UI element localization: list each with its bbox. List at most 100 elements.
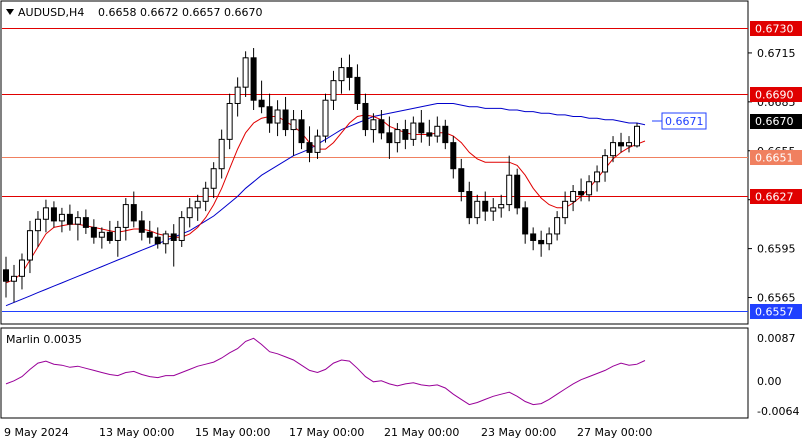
indicator-axis-bottom: -0.0064	[757, 405, 799, 418]
candle-body	[66, 213, 73, 225]
candle	[442, 119, 449, 150]
candle-body	[450, 142, 457, 170]
candle-body	[482, 200, 489, 212]
date-label: 27 May 00:00	[577, 426, 652, 439]
candle-body	[514, 174, 521, 209]
date-axis[interactable]: 9 May 2024 13 May 00:00 15 May 00:00 17 …	[4, 426, 652, 439]
candle	[186, 198, 193, 228]
candle-body	[162, 233, 169, 245]
candle	[3, 256, 9, 298]
candle	[498, 194, 505, 218]
candle-body	[370, 119, 377, 131]
candle	[106, 220, 113, 244]
candle-body	[258, 99, 265, 108]
candle-body	[218, 138, 225, 170]
candle	[226, 93, 233, 150]
candle-body	[74, 217, 81, 225]
candle	[410, 116, 417, 146]
candle-body	[170, 233, 177, 241]
candle-body	[154, 236, 161, 245]
candle	[562, 191, 569, 225]
candle-body	[610, 142, 617, 157]
date-label: 17 May 00:00	[289, 426, 364, 439]
collapse-triangle-icon[interactable]	[6, 9, 14, 15]
candle	[298, 110, 305, 150]
horizontal-levels-layer	[2, 28, 748, 312]
candle-body	[58, 213, 65, 222]
candle	[114, 220, 121, 257]
candle-body	[194, 200, 201, 209]
candle	[458, 158, 465, 202]
candle	[546, 227, 553, 251]
candle-body	[386, 132, 393, 144]
price-tick-label: 0.6595	[757, 243, 796, 256]
candle	[386, 116, 393, 159]
candle	[146, 220, 153, 244]
indicator-axis-zero: 0.00	[757, 375, 782, 388]
candle-body	[226, 102, 233, 140]
candle-body	[586, 181, 593, 196]
candle-body	[322, 99, 329, 137]
candle-body	[554, 217, 561, 235]
candle	[10, 264, 17, 303]
candle	[274, 100, 281, 137]
price-tick-label: 0.6565	[757, 292, 796, 305]
candle	[74, 211, 81, 241]
candle	[138, 211, 145, 241]
candle	[338, 57, 345, 94]
candle-body	[434, 125, 441, 137]
candle	[514, 168, 521, 215]
current-price-box	[750, 114, 802, 129]
candle-body	[458, 168, 465, 193]
indicator-panel[interactable]	[0, 327, 749, 419]
candle	[474, 194, 481, 225]
candle-body	[10, 275, 17, 282]
ma-price-label: 0.6671	[665, 115, 704, 128]
candle	[466, 181, 473, 225]
candles-layer	[3, 48, 640, 303]
candle	[18, 253, 25, 290]
candle	[402, 119, 409, 150]
candle	[362, 93, 369, 137]
level-label: 0.6627	[755, 191, 794, 204]
candle	[378, 110, 385, 140]
level-label-box	[750, 87, 802, 102]
indicator-axis[interactable]: 0.0087 0.00 -0.0064	[757, 332, 799, 418]
candle-body	[522, 207, 529, 235]
candle	[330, 70, 337, 110]
candle-body	[138, 220, 145, 233]
candle-body	[506, 174, 513, 206]
level-label: 0.6730	[755, 23, 794, 36]
candle	[306, 126, 313, 163]
candle-body	[290, 119, 297, 131]
candle-body	[490, 207, 497, 212]
candle	[490, 198, 497, 221]
price-tick-label: 0.6715	[757, 47, 796, 60]
candle-body	[618, 142, 625, 147]
candle	[426, 119, 433, 146]
candle	[626, 136, 633, 153]
candle	[578, 178, 585, 202]
date-label: 21 May 00:00	[384, 426, 459, 439]
date-label: 15 May 00:00	[195, 426, 270, 439]
candle	[162, 230, 169, 254]
candle-body	[202, 187, 209, 202]
candle-body	[18, 259, 25, 277]
candle-body	[426, 132, 433, 137]
candle-body	[298, 119, 305, 144]
current-price-label: 0.6670	[755, 115, 794, 128]
candle-body	[282, 109, 289, 131]
candle-body	[346, 67, 353, 78]
price-panel[interactable]	[0, 0, 749, 325]
candle	[570, 185, 577, 212]
candle-body	[98, 231, 105, 238]
candle	[634, 123, 640, 148]
candle	[266, 93, 273, 133]
candle-body	[146, 231, 153, 238]
candle-body	[34, 218, 41, 232]
candle-body	[330, 80, 337, 101]
candle	[538, 230, 545, 257]
candle	[58, 207, 65, 233]
